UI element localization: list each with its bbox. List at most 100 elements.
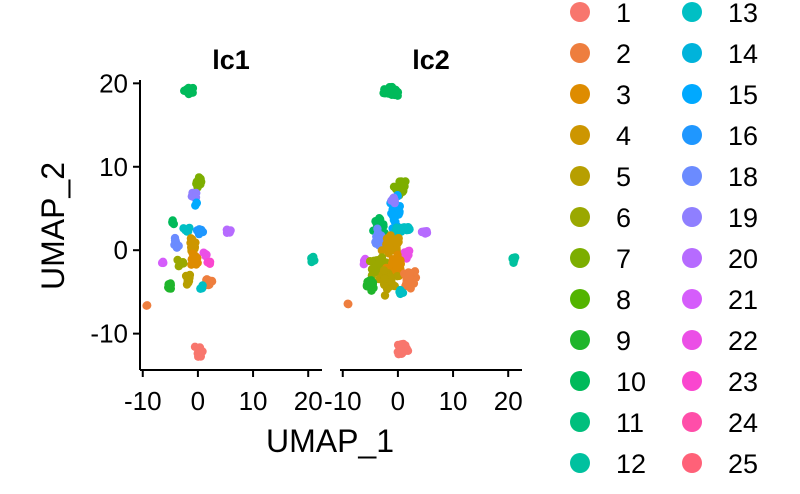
legend-swatch — [682, 84, 702, 104]
x-tick-label: 20 — [294, 386, 323, 416]
legend-label: 22 — [728, 326, 758, 356]
point-cluster-1 — [396, 347, 406, 356]
legend-swatch — [570, 43, 590, 63]
x-tick-label: 20 — [494, 386, 523, 416]
points — [343, 82, 520, 359]
legend-item-25: 25 — [682, 449, 758, 479]
legend-label: 19 — [728, 203, 758, 233]
legend-item-12: 12 — [570, 449, 646, 479]
legend-label: 1 — [616, 0, 631, 28]
legend-label: 6 — [616, 203, 631, 233]
legend-label: 16 — [728, 121, 758, 151]
legend-label: 4 — [616, 121, 631, 151]
y-axis: -10 0 10 20 — [90, 68, 141, 370]
point-cluster-3 — [189, 254, 199, 263]
legend-swatch — [570, 371, 590, 391]
legend-label: 20 — [728, 244, 758, 274]
legend-item-14: 14 — [682, 39, 758, 69]
point-cluster-19 — [192, 188, 201, 198]
point-cluster-2 — [343, 299, 352, 308]
x-axis-lc2: -10 0 10 20 — [324, 369, 523, 416]
point-cluster-10 — [384, 85, 394, 95]
point-cluster-5 — [182, 272, 191, 281]
x-tick-label: 10 — [439, 386, 468, 416]
legend-label: 12 — [616, 449, 646, 479]
point-cluster-4 — [385, 232, 394, 242]
point-cluster-10 — [184, 88, 193, 98]
legend-label: 18 — [728, 162, 758, 192]
legend-swatch — [682, 289, 702, 309]
legend-swatch — [570, 84, 590, 104]
x-axis-label: UMAP_1 — [266, 423, 394, 459]
legend-item-19: 19 — [682, 203, 758, 233]
legend-item-4: 4 — [570, 121, 631, 151]
legend-item-22: 22 — [682, 326, 758, 356]
point-cluster-20 — [225, 228, 234, 237]
legend-item-7: 7 — [570, 244, 631, 274]
legend-item-5: 5 — [570, 162, 631, 192]
legend-item-2: 2 — [570, 39, 631, 69]
legend-swatch — [570, 125, 590, 145]
panel-title: lc1 — [212, 45, 250, 75]
y-tick-label: -10 — [90, 319, 128, 349]
legend-item-20: 20 — [682, 244, 758, 274]
panel-title: lc2 — [412, 45, 450, 75]
legend-swatch — [570, 2, 590, 22]
legend-item-6: 6 — [570, 203, 631, 233]
legend-swatch — [570, 453, 590, 473]
legend-label: 15 — [728, 80, 758, 110]
x-tick-label: 10 — [239, 386, 268, 416]
point-cluster-10 — [393, 88, 403, 97]
legend-label: 9 — [616, 326, 631, 356]
point-cluster-9 — [366, 278, 375, 287]
point-cluster-15 — [387, 209, 396, 218]
legend-label: 24 — [728, 408, 758, 438]
legend-label: 3 — [616, 80, 631, 110]
point-cluster-5 — [380, 291, 390, 300]
legend-label: 25 — [728, 449, 758, 479]
legend-item-16: 16 — [682, 121, 758, 151]
panels-layer: lc1 lc2 — [142, 45, 520, 361]
point-cluster-13 — [397, 227, 406, 236]
points — [142, 83, 319, 361]
legend-swatch — [682, 43, 702, 63]
legend-swatch — [682, 453, 702, 473]
legend-swatch — [682, 330, 702, 350]
point-cluster-7 — [396, 178, 405, 187]
x-tick-label: 0 — [191, 386, 205, 416]
legend-item-9: 9 — [570, 326, 631, 356]
legend-swatch — [682, 2, 702, 22]
legend-swatch — [570, 207, 590, 227]
point-cluster-21 — [157, 258, 167, 268]
point-cluster-19 — [389, 195, 399, 205]
legend-swatch — [682, 371, 702, 391]
legend-label: 13 — [728, 0, 758, 28]
point-cluster-4 — [186, 234, 196, 243]
point-cluster-6 — [374, 259, 383, 268]
legend-item-8: 8 — [570, 285, 631, 315]
legend-item-11: 11 — [570, 408, 644, 438]
point-cluster-18 — [373, 228, 383, 237]
point-cluster-4 — [385, 243, 394, 252]
point-cluster-13 — [196, 284, 205, 293]
legend-item-21: 21 — [682, 285, 758, 315]
point-cluster-6 — [173, 255, 182, 265]
y-tick-label: 10 — [99, 152, 128, 182]
legend-swatch — [570, 412, 590, 432]
legend-swatch — [682, 166, 702, 186]
point-cluster-3 — [392, 254, 401, 264]
legend-swatch — [570, 330, 590, 350]
legend-swatch — [682, 125, 702, 145]
legend-item-15: 15 — [682, 80, 758, 110]
legend-swatch — [682, 207, 702, 227]
point-cluster-5 — [380, 274, 389, 283]
y-tick-label: 20 — [99, 68, 128, 98]
y-tick-label: 0 — [114, 235, 128, 265]
point-cluster-16 — [195, 225, 204, 234]
point-cluster-12 — [508, 254, 517, 264]
legend-swatch — [682, 412, 702, 432]
point-cluster-18 — [174, 241, 183, 250]
